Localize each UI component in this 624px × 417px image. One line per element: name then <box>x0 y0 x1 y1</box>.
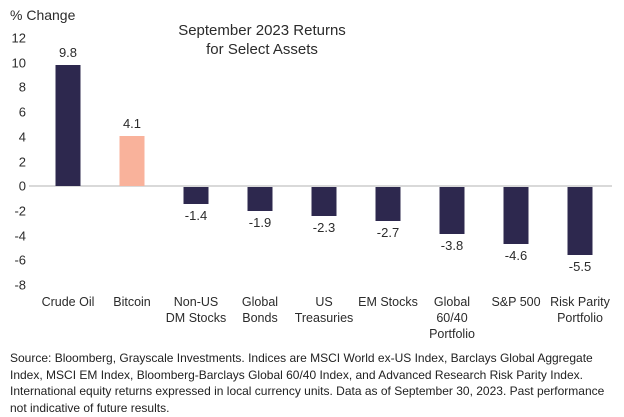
bar <box>503 187 529 244</box>
bar-column: -4.6 <box>484 38 548 285</box>
y-tick-label: 2 <box>18 154 26 169</box>
value-label: -2.3 <box>312 219 336 235</box>
bar-column: -3.8 <box>420 38 484 285</box>
bars: 9.8 4.1 -1.4 -1.9 -2.3 -2.7 -3.8 -4.6 -5.5 <box>36 38 612 285</box>
value-label: -1.9 <box>248 214 272 230</box>
bar-column: -1.9 <box>228 38 292 285</box>
value-label: -4.6 <box>504 248 528 263</box>
y-tick-label: 4 <box>18 129 26 145</box>
value-label: 9.8 <box>58 45 78 61</box>
bar-column: -2.3 <box>292 38 356 285</box>
category-label: Crude Oil <box>41 295 95 309</box>
bar <box>439 187 465 235</box>
y-tick-label: 12 <box>11 30 26 46</box>
zero-line <box>29 185 612 188</box>
category-label: Bitcoin <box>113 295 151 309</box>
category-label: Risk Parity Portfolio <box>550 295 610 325</box>
bar-column: -1.4 <box>164 38 228 285</box>
y-tick-label: 8 <box>18 79 26 95</box>
y-tick-label: 10 <box>11 55 26 71</box>
y-tick-label: -8 <box>14 277 26 293</box>
bar <box>183 187 209 205</box>
chart-title-line2: for Select Assets <box>206 41 318 58</box>
bar <box>311 187 337 216</box>
x-axis-labels: Crude Oil Bitcoin Non-US DM Stocks Global B… <box>36 294 612 342</box>
category-label: US Treasuries <box>294 295 354 325</box>
y-tick-label: 6 <box>18 104 26 120</box>
bar <box>567 187 593 256</box>
y-tick-label: 0 <box>18 178 26 194</box>
source-footnote: Source: Bloomberg, Grayscale Investments… <box>10 351 605 415</box>
category-label: EM Stocks <box>358 295 418 309</box>
chart-title-line1: September 2023 Returns <box>178 22 346 39</box>
value-label: -2.7 <box>376 224 400 240</box>
bar <box>247 187 273 211</box>
y-axis-title: % Change <box>10 7 76 23</box>
bar <box>55 65 81 187</box>
category-label: Global 60/40 Portfolio <box>429 295 475 341</box>
y-tick-label: -6 <box>14 252 26 268</box>
bar-column: 9.8 <box>36 38 100 285</box>
bar-column: -5.5 <box>548 38 612 285</box>
y-axis: 12 10 8 6 4 2 0 -2 -4 -6 -8 <box>0 31 26 293</box>
category-label: Non-US DM Stocks <box>165 295 227 325</box>
bar-column: -2.7 <box>356 38 420 285</box>
y-tick-label: -2 <box>14 203 26 219</box>
chart-title: September 2023 Returns for Select Assets <box>112 21 412 59</box>
category-label: Global Bonds <box>241 295 279 325</box>
bar-column: 4.1 <box>100 38 164 285</box>
bar <box>375 187 401 221</box>
y-tick-label: -4 <box>14 228 26 244</box>
value-label: -5.5 <box>568 259 592 275</box>
bar <box>119 135 145 187</box>
value-label: -3.8 <box>440 238 464 254</box>
category-label: S&P 500 <box>491 295 541 309</box>
value-label: 4.1 <box>122 115 142 131</box>
plot-area: 9.8 4.1 -1.4 -1.9 -2.3 -2.7 -3.8 -4.6 -5.5 <box>29 38 612 285</box>
value-label: -1.4 <box>184 208 208 224</box>
